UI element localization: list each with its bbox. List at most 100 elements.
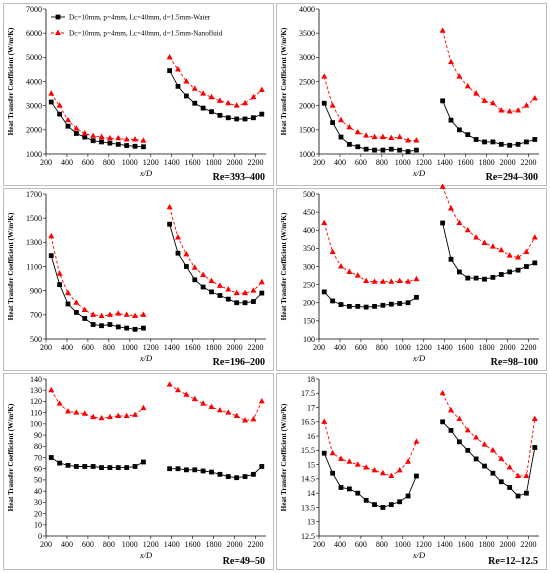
chart-svg: 500 700 900 1100 1300 1500 1700 200 400 600 800 100… — [7, 190, 266, 368]
nanofluid-point — [396, 466, 403, 473]
water-point — [141, 325, 146, 331]
nanofluid-point — [396, 133, 403, 140]
y-tick-label: 450 — [303, 208, 315, 217]
y-tick-label: 200 — [303, 299, 315, 308]
nanofluid-point — [448, 205, 454, 211]
x-tick-label: 1600 — [185, 343, 201, 352]
nanofluid-point — [379, 469, 386, 476]
water-point — [363, 304, 369, 310]
water-point — [48, 99, 54, 105]
x-tick-label: 1000 — [122, 343, 138, 352]
nanofluid-point — [473, 434, 480, 440]
y-tick-label: 7000 — [26, 5, 42, 14]
y-tick-label: 60 — [34, 465, 42, 474]
y-tick-label: 120 — [30, 397, 42, 406]
nanofluid-point — [191, 85, 198, 91]
nanofluid-point — [175, 234, 181, 240]
x-tick-label: 1600 — [458, 540, 474, 549]
nanofluid-point — [250, 287, 257, 293]
water-point — [482, 276, 487, 282]
nanofluid-point — [242, 289, 249, 296]
nanofluid-point — [225, 99, 232, 106]
water-point — [82, 316, 88, 321]
nanofluid-point — [338, 263, 344, 269]
water-point — [141, 459, 146, 465]
water-point — [90, 322, 96, 327]
water-point — [346, 486, 352, 492]
water-point — [448, 117, 454, 123]
y-tick-label: 12.5 — [301, 532, 315, 541]
re-annotation: Re=393–400 — [213, 172, 265, 183]
water-series-line — [169, 224, 263, 304]
y-tick-label: 1500 — [299, 126, 315, 135]
nanofluid-point — [396, 277, 403, 283]
y-tick-label: 6000 — [26, 29, 42, 38]
water-point — [225, 474, 231, 479]
water-point — [132, 326, 138, 332]
nanofluid-point — [473, 234, 480, 240]
nanofluid-point — [439, 389, 446, 396]
water-point — [234, 116, 240, 122]
nanofluid-point — [515, 107, 522, 113]
y-axis-title: Heat Transfer Coefficient (W/m²K) — [7, 212, 15, 320]
water-point — [167, 221, 173, 227]
x-tick-label: 400 — [61, 343, 73, 352]
water-point — [355, 490, 361, 496]
y-axis-title: Heat Transfer Coefficient (W/m²K) — [7, 27, 15, 135]
water-point — [57, 282, 63, 288]
x-tick-label: 1200 — [143, 158, 159, 167]
nanofluid-point — [413, 137, 420, 143]
nanofluid-point — [208, 277, 215, 283]
water-point — [507, 269, 513, 275]
y-tick-label: 16.5 — [301, 418, 315, 427]
x-tick-label: 1000 — [395, 158, 411, 167]
x-tick-label: 1200 — [416, 158, 432, 167]
y-tick-label: 13.5 — [301, 503, 315, 512]
water-point — [388, 146, 394, 152]
y-tick-label: 16 — [307, 432, 315, 441]
water-point — [124, 465, 130, 470]
legend-nanofluid-label: Dc=10mm, p=4mm, Lc=40mm, d=1.5mm-Nanoflu… — [69, 30, 223, 38]
water-point — [259, 290, 265, 296]
water-point — [397, 147, 403, 153]
water-series-line — [442, 421, 536, 497]
nanofluid-point — [200, 90, 207, 96]
water-point — [175, 250, 181, 256]
water-point — [414, 473, 419, 479]
nanofluid-point — [439, 27, 446, 33]
nanofluid-point — [65, 116, 71, 123]
x-tick-label: 200 — [40, 343, 52, 352]
y-tick-label: 50 — [34, 476, 42, 485]
nanofluid-point — [183, 251, 190, 257]
x-tick-label: 1400 — [164, 540, 180, 549]
nanofluid-point — [354, 272, 361, 278]
re-annotation: Re=294–300 — [486, 172, 538, 183]
water-point — [167, 68, 173, 74]
nanofluid-point — [115, 310, 122, 316]
nanofluid-series-line — [323, 76, 417, 141]
water-point — [515, 493, 521, 499]
x-axis-title: x/D — [139, 168, 153, 178]
nanofluid-point — [405, 278, 412, 284]
water-series-line — [442, 100, 535, 146]
nanofluid-point — [81, 130, 88, 136]
nanofluid-point — [56, 270, 63, 276]
water-point — [251, 115, 256, 121]
x-tick-label: 200 — [313, 343, 325, 352]
x-tick-label: 1400 — [437, 343, 453, 352]
water-point — [217, 293, 223, 298]
panel-re-294-300: 1000 1500 2000 2500 3000 3500 4000 200 400 600 800… — [276, 3, 547, 186]
nanofluid-point — [363, 464, 370, 470]
water-point — [372, 502, 377, 507]
y-tick-label: 3500 — [299, 29, 315, 38]
y-tick-label: 14 — [307, 489, 315, 498]
x-tick-label: 1000 — [395, 343, 411, 352]
nanofluid-point — [140, 311, 147, 317]
y-tick-label: 30 — [34, 498, 42, 507]
nanofluid-point — [473, 90, 480, 96]
y-tick-label: 250 — [303, 280, 315, 289]
water-point — [448, 427, 454, 433]
nanofluid-point — [81, 306, 88, 312]
water-point — [200, 468, 206, 474]
nanofluid-point — [90, 132, 97, 138]
